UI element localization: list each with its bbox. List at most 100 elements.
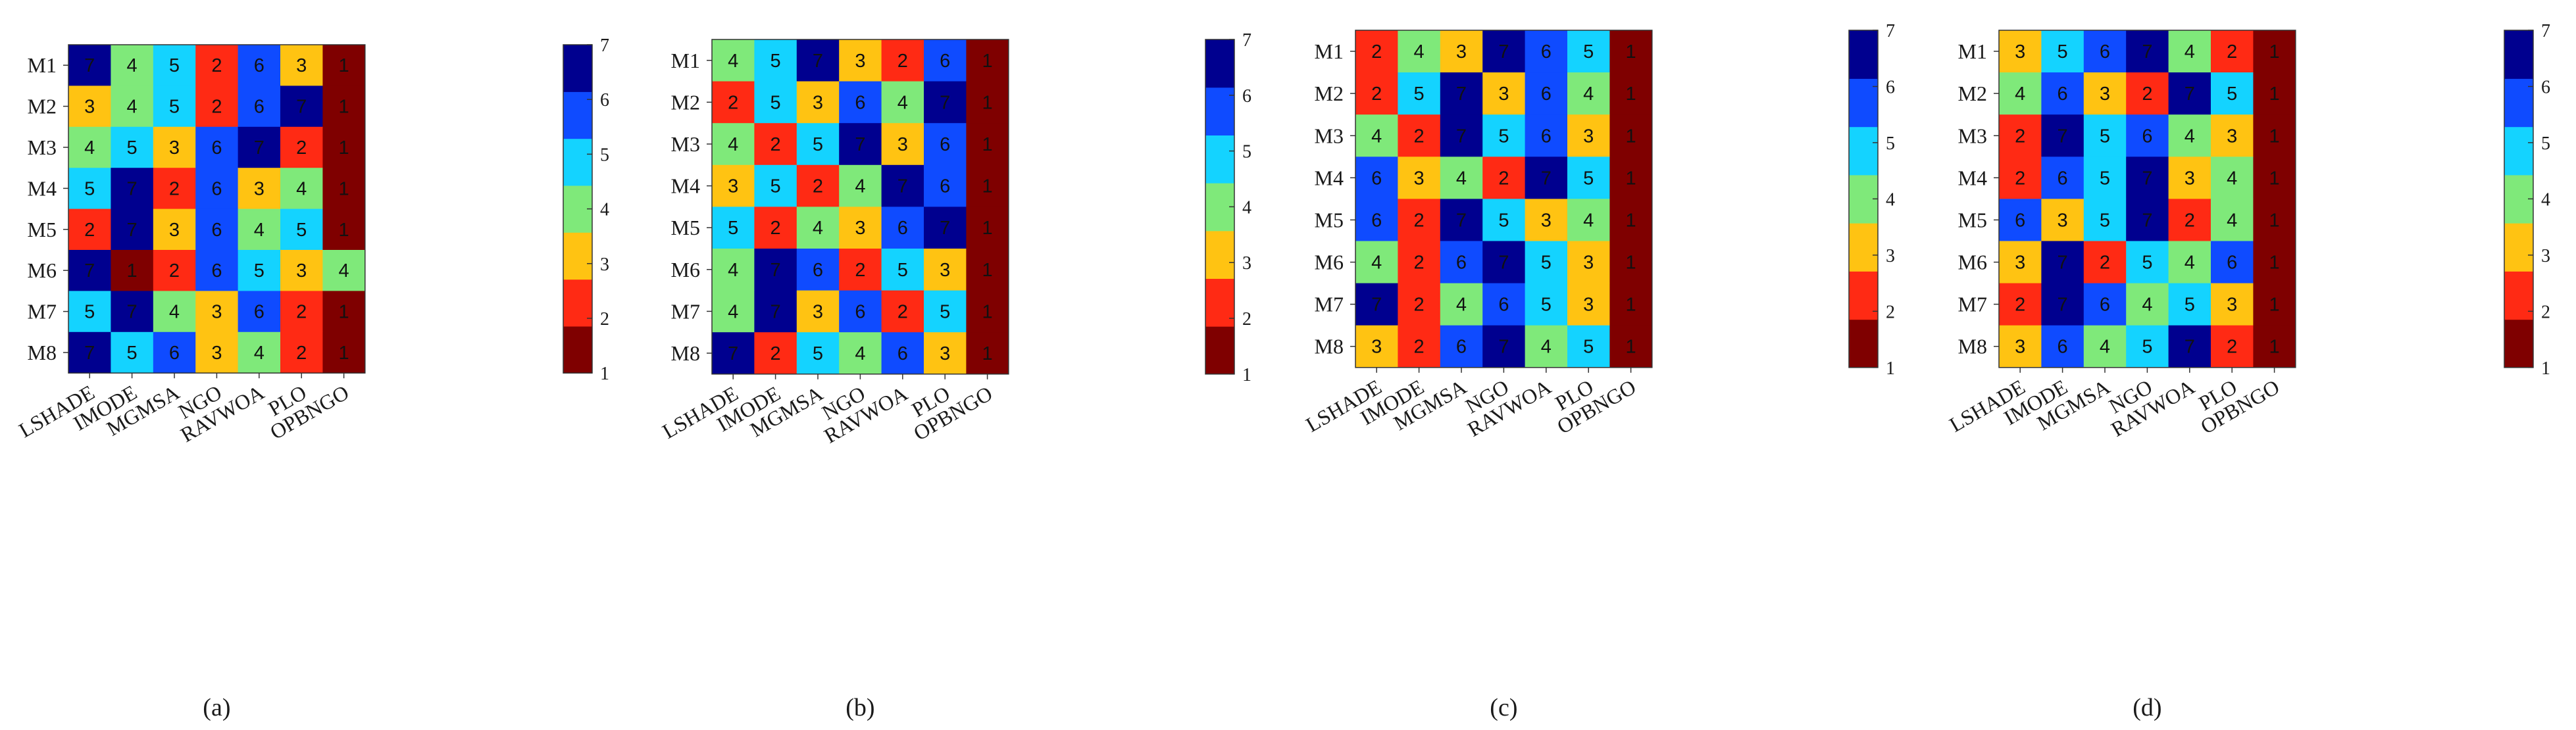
heatmap-cell xyxy=(322,45,366,86)
panel-caption: (d) xyxy=(2133,694,2161,721)
cell-value-label: 6 xyxy=(1541,126,1552,147)
colorbar-segment xyxy=(1205,39,1234,88)
heatmap-cell xyxy=(839,123,882,166)
heatmap-cell xyxy=(1999,325,2042,368)
row-tick-label: M8 xyxy=(28,341,57,364)
cell-value-label: 3 xyxy=(169,137,180,158)
row-tick-label: M3 xyxy=(28,135,57,159)
heatmap-cell xyxy=(68,208,111,251)
heatmap-cell xyxy=(881,81,924,124)
heatmap-cell xyxy=(1609,325,1653,368)
heatmap-cell xyxy=(195,250,239,291)
row-tick-label: M6 xyxy=(28,258,57,282)
colorbar-tick-label: 5 xyxy=(1886,134,1895,154)
colorbar-segment xyxy=(1205,230,1234,279)
colorbar-segment xyxy=(1849,319,1878,368)
cell-value-label: 5 xyxy=(728,218,738,239)
cell-value-label: 6 xyxy=(2015,210,2025,231)
cell-value-label: 6 xyxy=(897,343,908,364)
cell-value-label: 3 xyxy=(84,97,95,118)
cell-value-label: 6 xyxy=(940,51,950,72)
colorbar-segment xyxy=(1205,278,1234,327)
heatmap-cell xyxy=(68,291,111,333)
heatmap-cell xyxy=(2253,72,2296,115)
colorbar-segment xyxy=(2504,126,2533,176)
heatmap-cell xyxy=(322,168,366,210)
cell-value-label: 4 xyxy=(2100,337,2110,358)
cell-value-label: 1 xyxy=(2269,84,2280,105)
colorbar-tick-label: 6 xyxy=(1242,86,1251,107)
heatmap-cell xyxy=(966,164,1009,207)
cell-value-label: 3 xyxy=(2015,41,2025,62)
heatmap-cell xyxy=(1440,325,1483,368)
heatmap-cell xyxy=(238,85,281,128)
heatmap-cell xyxy=(1999,283,2042,326)
heatmap-cell xyxy=(2211,72,2254,115)
cell-value-label: 2 xyxy=(1414,295,1425,316)
heatmap-cell xyxy=(2168,157,2211,199)
cell-value-label: 4 xyxy=(1456,295,1467,316)
heatmap-cell xyxy=(1482,30,1526,73)
colorbar-segment xyxy=(2504,271,2533,320)
heatmap-cell xyxy=(2253,157,2296,199)
cell-value-label: 5 xyxy=(813,343,823,364)
heatmap-cell xyxy=(2041,199,2084,242)
heatmap-cell xyxy=(924,123,967,166)
heatmap-cell xyxy=(796,39,840,82)
colorbar-tick-label: 1 xyxy=(2541,358,2550,379)
heatmap-cell xyxy=(1355,72,1398,115)
heatmap-cell xyxy=(1355,241,1398,284)
cell-value-label: 5 xyxy=(770,176,781,197)
cell-value-label: 6 xyxy=(855,301,865,322)
heatmap-cell xyxy=(322,331,366,374)
cell-value-label: 1 xyxy=(2269,337,2280,358)
colorbar-tick-label: 6 xyxy=(1886,78,1895,98)
heatmap-cell xyxy=(2168,114,2211,157)
heatmap-cell xyxy=(2211,30,2254,73)
cell-value-label: 5 xyxy=(2100,168,2110,189)
cell-value-label: 4 xyxy=(2227,168,2237,189)
heatmap-cell xyxy=(280,331,323,374)
cell-value-label: 6 xyxy=(2100,41,2110,62)
cell-value-label: 5 xyxy=(1583,337,1594,358)
heatmap-cell xyxy=(1482,157,1526,199)
cell-value-label: 1 xyxy=(2269,126,2280,147)
cell-value-label: 5 xyxy=(2100,126,2110,147)
cell-value-label: 5 xyxy=(770,51,781,72)
colorbar-tick-label: 1 xyxy=(1886,358,1895,379)
heatmap-cell xyxy=(2041,30,2084,73)
heatmap-cell xyxy=(1609,157,1653,199)
heatmap-cell xyxy=(111,208,154,251)
heatmap-cell xyxy=(322,85,366,128)
cell-value-label: 1 xyxy=(2269,210,2280,231)
heatmap-cell xyxy=(839,164,882,207)
heatmap-cell xyxy=(238,331,281,374)
cell-value-label: 4 xyxy=(2015,84,2025,105)
heatmap-cell xyxy=(1355,30,1398,73)
cell-value-label: 7 xyxy=(2142,41,2152,62)
cell-value-label: 3 xyxy=(2185,168,2195,189)
cell-value-label: 4 xyxy=(339,260,349,281)
heatmap-cell xyxy=(280,85,323,128)
heatmap-cell xyxy=(1398,157,1441,199)
heatmap-cell xyxy=(796,249,840,291)
cell-value-label: 2 xyxy=(2142,84,2152,105)
cell-value-label: 1 xyxy=(982,134,993,155)
row-tick-label: M5 xyxy=(1958,208,1987,231)
cell-value-label: 7 xyxy=(2058,295,2068,316)
cell-value-label: 3 xyxy=(1414,168,1425,189)
cell-value-label: 3 xyxy=(1541,210,1552,231)
row-tick-label: M7 xyxy=(1315,293,1344,316)
colorbar-segment xyxy=(563,138,592,186)
heatmap-cell xyxy=(111,126,154,168)
cell-value-label: 6 xyxy=(1371,168,1382,189)
cell-value-label: 5 xyxy=(940,301,950,322)
cell-value-label: 3 xyxy=(728,176,738,197)
row-tick-label: M6 xyxy=(1958,251,1987,274)
heatmap-panel-4: 3 5 6 7 4 2 1 4 6 3 2 7 5 1 2 7 5 6 4 3 1 2 6 5 7 3 4 1 6 3 5 7 2 4 1 3 7 2 5 4… xyxy=(1945,21,2550,721)
heatmap-cell xyxy=(1999,199,2042,242)
cell-value-label: 6 xyxy=(940,176,950,197)
heatmap-cell xyxy=(280,291,323,333)
heatmap-cell xyxy=(754,164,797,207)
heatmap-cell xyxy=(68,85,111,128)
